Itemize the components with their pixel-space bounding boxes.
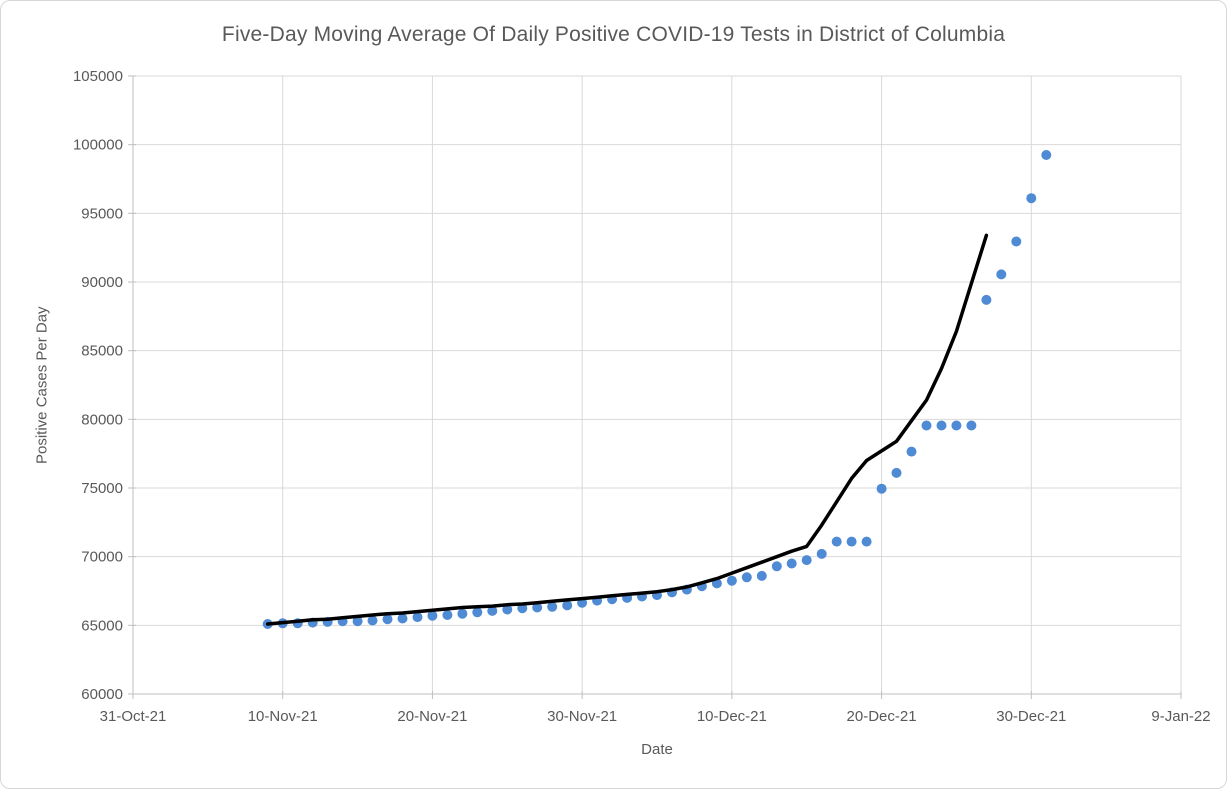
scatter-point (1011, 236, 1022, 247)
scatter-point (412, 612, 423, 623)
scatter-point (846, 536, 857, 547)
scatter-point (502, 604, 513, 615)
x-tick-label: 30-Nov-21 (547, 708, 617, 725)
scatter-point (906, 446, 917, 457)
x-tick-label: 20-Dec-21 (847, 708, 917, 725)
scatter-point (472, 607, 483, 618)
scatter-point (1041, 150, 1052, 160)
scatter-point (831, 536, 842, 547)
scatter-point (951, 420, 962, 431)
scatter-point (367, 615, 378, 626)
scatter-point (966, 420, 977, 431)
scatter-point (786, 558, 797, 569)
x-tick-label: 20-Nov-21 (397, 708, 467, 725)
scatter-point (397, 613, 408, 624)
scatter-point (457, 608, 468, 619)
y-tick-label: 65000 (81, 617, 123, 634)
y-axis-title: Positive Cases Per Day (33, 306, 51, 464)
scatter-point (741, 572, 752, 583)
scatter-point (547, 601, 558, 612)
y-tick-label: 100000 (73, 137, 123, 154)
scatter-point (382, 614, 393, 625)
scatter-point (487, 605, 498, 616)
y-tick-label: 75000 (81, 480, 123, 497)
scatter-point (1026, 193, 1037, 204)
x-axis-title: Date (641, 741, 673, 758)
y-tick-label: 80000 (81, 411, 123, 428)
x-tick-label: 31-Oct-21 (100, 708, 167, 725)
y-tick-label: 90000 (81, 274, 123, 291)
scatter-point (981, 294, 992, 305)
moving-average-line (265, 233, 989, 626)
scatter-point (996, 269, 1007, 280)
chart-title: Five-Day Moving Average Of Daily Positiv… (221, 23, 1006, 46)
scatter-point (921, 420, 932, 431)
y-tick-label: 95000 (81, 205, 123, 222)
scatter-point (756, 570, 767, 581)
x-tick-label: 30-Dec-21 (996, 708, 1066, 725)
y-tick-label: 60000 (81, 686, 123, 703)
scatter-point (562, 600, 573, 611)
y-tick-label: 70000 (81, 549, 123, 566)
scatter-point (816, 548, 827, 559)
x-tick-label: 9-Jan-22 (1151, 708, 1210, 725)
scatter-point (726, 575, 737, 586)
scatter-point (891, 467, 902, 478)
scatter-point (771, 561, 782, 572)
x-tick-label: 10-Nov-21 (248, 708, 318, 725)
scatter-point (936, 420, 947, 431)
scatter-point (442, 610, 453, 620)
scatter-point (876, 483, 887, 494)
y-tick-label: 105000 (73, 68, 123, 85)
scatter-point (801, 555, 812, 566)
y-tick-label: 85000 (81, 343, 123, 360)
scatter-point (861, 536, 872, 547)
scatter-point (352, 616, 363, 627)
x-tick-label: 10-Dec-21 (697, 708, 767, 725)
scatter-point (532, 602, 543, 613)
scatter-point (427, 610, 438, 621)
